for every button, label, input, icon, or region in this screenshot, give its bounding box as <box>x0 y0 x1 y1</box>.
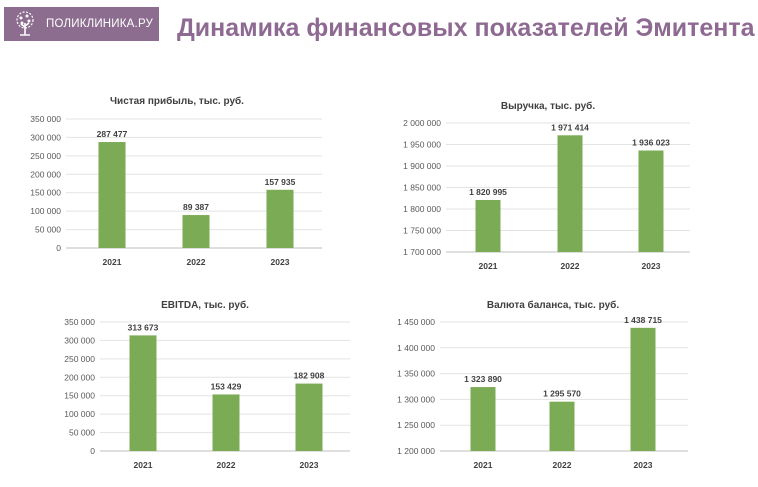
y-tick-label: 1 300 000 <box>397 394 435 404</box>
y-tick-label: 200 000 <box>64 372 95 382</box>
x-tick-label: 2023 <box>642 261 661 271</box>
y-tick-label: 0 <box>56 243 61 253</box>
data-label: 1 323 890 <box>464 374 502 384</box>
x-tick-label: 2022 <box>187 257 206 267</box>
y-tick-label: 50 000 <box>35 225 61 235</box>
chart-1: Чистая прибыль, тыс. руб. 0 50 000 100 000 1… <box>30 95 322 267</box>
bar-2022 <box>557 135 583 252</box>
bar-2023 <box>295 383 323 451</box>
y-tick-label: 1 450 000 <box>397 317 435 327</box>
y-tick-label: 2 000 000 <box>403 118 441 128</box>
data-label: 1 971 414 <box>551 122 589 132</box>
chart-title: Выручка, тыс. руб. <box>501 100 595 112</box>
data-label: 1 936 023 <box>632 138 670 148</box>
x-tick-label: 2021 <box>479 261 498 271</box>
data-label: 1 438 715 <box>624 315 662 325</box>
y-tick-label: 1 700 000 <box>403 247 441 257</box>
y-tick-label: 150 000 <box>30 188 61 198</box>
y-tick-label: 250 000 <box>64 354 95 364</box>
y-tick-label: 350 000 <box>30 114 61 124</box>
y-tick-label: 1 950 000 <box>403 140 441 150</box>
y-tick-label: 1 400 000 <box>397 343 435 353</box>
x-tick-label: 2021 <box>134 460 153 470</box>
bar-2021 <box>98 142 126 248</box>
y-tick-label: 250 000 <box>30 151 61 161</box>
bar-2021 <box>129 335 157 451</box>
data-label: 89 387 <box>183 202 209 212</box>
y-tick-label: 1 850 000 <box>403 183 441 193</box>
data-label: 182 908 <box>294 371 325 381</box>
y-tick-label: 350 000 <box>64 317 95 327</box>
y-tick-label: 1 250 000 <box>397 420 435 430</box>
bar-2022 <box>549 401 575 451</box>
y-tick-label: 1 750 000 <box>403 226 441 236</box>
y-tick-label: 1 800 000 <box>403 204 441 214</box>
x-tick-label: 2023 <box>300 460 319 470</box>
page-title: Динамика финансовых показателей Эмитента <box>177 14 755 42</box>
x-tick-label: 2022 <box>553 460 572 470</box>
data-label: 153 429 <box>211 381 242 391</box>
y-tick-label: 100 000 <box>64 409 95 419</box>
data-label: 157 935 <box>265 177 296 187</box>
bar-2023 <box>638 150 664 252</box>
chart-title: Чистая прибыль, тыс. руб. <box>110 95 244 107</box>
y-tick-label: 50 000 <box>69 428 95 438</box>
chart-2: Выручка, тыс. руб. 1 700 000 1 750 000 1 80… <box>403 100 690 271</box>
logo[interactable]: ПОЛИКЛИНИКА.РУ <box>4 7 159 41</box>
bar-2021 <box>470 387 496 451</box>
x-tick-label: 2023 <box>634 460 653 470</box>
data-label: 287 477 <box>97 129 128 139</box>
y-tick-label: 0 <box>90 446 95 456</box>
y-tick-label: 1 900 000 <box>403 161 441 171</box>
y-tick-label: 1 350 000 <box>397 369 435 379</box>
x-tick-label: 2022 <box>561 261 580 271</box>
bar-2022 <box>182 215 210 248</box>
data-label: 313 673 <box>128 322 159 332</box>
y-tick-label: 200 000 <box>30 169 61 179</box>
y-tick-label: 150 000 <box>64 391 95 401</box>
chart-title: Валюта баланса, тыс. руб. <box>487 299 619 311</box>
bar-2023 <box>266 189 294 248</box>
bar-2021 <box>475 199 501 252</box>
y-tick-label: 1 200 000 <box>397 446 435 456</box>
y-tick-label: 300 000 <box>64 335 95 345</box>
tree-logo-icon <box>16 11 34 36</box>
logo-text: ПОЛИКЛИНИКА.РУ <box>46 18 154 30</box>
x-tick-label: 2021 <box>103 257 122 267</box>
chart-title: EBITDA, тыс. руб. <box>161 299 249 311</box>
data-label: 1 820 995 <box>469 187 507 197</box>
x-tick-label: 2022 <box>217 460 236 470</box>
bar-2023 <box>630 327 656 451</box>
bar-2022 <box>212 394 240 451</box>
chart-4: Валюта баланса, тыс. руб. 1 200 000 1 250 … <box>397 299 688 470</box>
data-label: 1 295 570 <box>543 389 581 399</box>
y-tick-label: 300 000 <box>30 132 61 142</box>
chart-3: EBITDA, тыс. руб. 0 50 000 100 000 150 000 20… <box>64 299 350 470</box>
x-tick-label: 2023 <box>271 257 290 267</box>
x-tick-label: 2021 <box>474 460 493 470</box>
y-tick-label: 100 000 <box>30 206 61 216</box>
